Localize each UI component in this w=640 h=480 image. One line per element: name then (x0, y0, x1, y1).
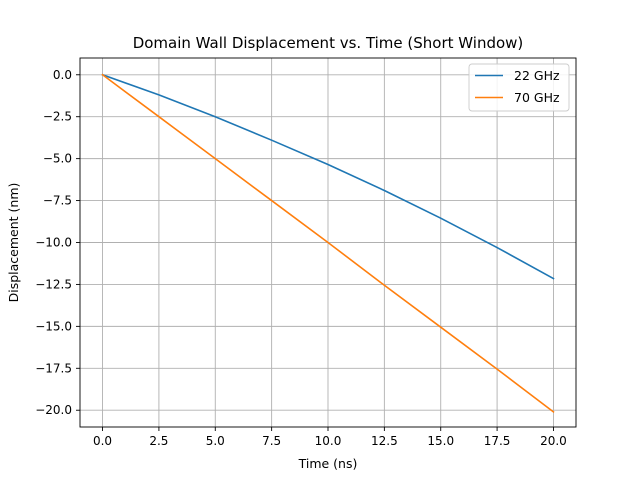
legend: 22 GHz 70 GHz (468, 63, 570, 112)
series-line-70ghz (101, 73, 555, 414)
y-tick-label: −5.0 (43, 152, 72, 166)
x-tick-label: 10.0 (315, 434, 342, 448)
chart-title: Domain Wall Displacement vs. Time (Short… (133, 34, 524, 52)
y-tick-label: −15.0 (35, 319, 72, 333)
series-line-22ghz (101, 73, 555, 280)
legend-label-22ghz: 22 GHz (514, 68, 560, 83)
series-lines (101, 73, 555, 414)
x-tick-label: 5.0 (206, 434, 225, 448)
x-tick-label: 0.0 (93, 434, 112, 448)
y-tick-label: −17.5 (35, 361, 72, 375)
x-tick-label: 7.5 (262, 434, 281, 448)
x-tick-label: 15.0 (427, 434, 454, 448)
x-axis-ticks: 0.0 2.5 5.0 7.5 10.0 12.5 15.0 17.5 20.0 (93, 427, 567, 448)
y-tick-label: −12.5 (35, 277, 72, 291)
y-axis-label: Displacement (nm) (6, 183, 21, 303)
x-tick-label: 2.5 (149, 434, 168, 448)
y-tick-label: −7.5 (43, 194, 72, 208)
x-tick-label: 17.5 (484, 434, 511, 448)
legend-label-70ghz: 70 GHz (514, 90, 560, 105)
x-tick-label: 20.0 (540, 434, 567, 448)
x-tick-label: 12.5 (371, 434, 398, 448)
y-tick-label: −10.0 (35, 236, 72, 250)
x-axis-label: Time (ns) (298, 456, 358, 471)
y-tick-label: −2.5 (43, 110, 72, 124)
y-axis-ticks: 0.0 −2.5 −5.0 −7.5 −10.0 −12.5 −15.0 −17.5 −20.0 (35, 68, 80, 417)
y-tick-label: 0.0 (53, 68, 72, 82)
y-tick-label: −20.0 (35, 403, 72, 417)
